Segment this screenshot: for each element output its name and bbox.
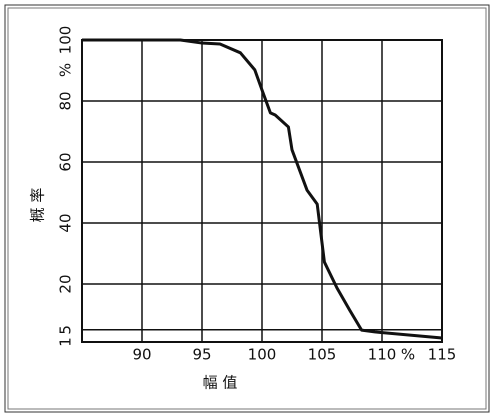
- x-tick-label: 105: [308, 346, 337, 364]
- x-tick-label: 115: [428, 346, 457, 364]
- x-tick-label: 95: [192, 346, 211, 364]
- y-tick-label: 20: [57, 274, 75, 293]
- y-unit: %: [57, 63, 75, 77]
- inner-frame: [7, 7, 487, 410]
- y-tick-label: 1: [57, 337, 75, 347]
- y-tick-label: 80: [57, 91, 75, 110]
- x-axis-label: 幅 值: [203, 374, 238, 392]
- outer-frame: [4, 4, 490, 413]
- y-tick-label: 40: [57, 213, 75, 232]
- x-unit: %: [401, 346, 415, 364]
- y-tick-label: 5: [57, 325, 75, 335]
- y-tick-label: 100: [57, 26, 75, 55]
- x-tick-label: 100: [248, 346, 277, 364]
- y-axis-label: 概 率: [29, 188, 47, 223]
- y-tick-label: 60: [57, 152, 75, 171]
- x-tick-label: 90: [132, 346, 151, 364]
- x-tick-label: 110: [368, 346, 397, 364]
- data-line: [82, 38, 443, 340]
